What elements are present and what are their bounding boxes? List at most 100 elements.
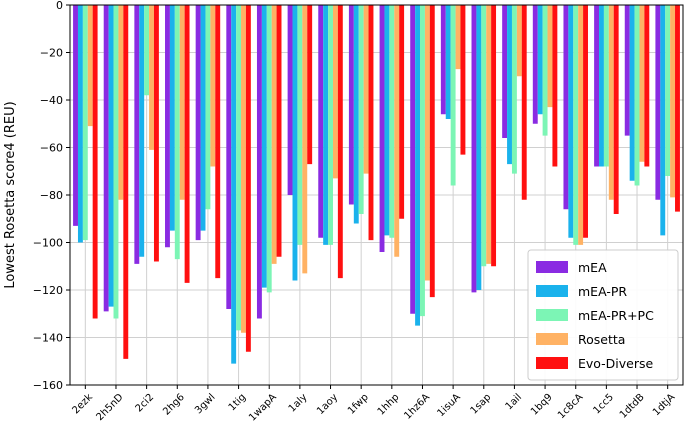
bar <box>245 5 251 352</box>
legend-swatch <box>536 309 568 321</box>
bar <box>670 5 676 198</box>
bar <box>271 5 277 264</box>
bar <box>675 5 680 212</box>
x-tick-label: 2hg6 <box>161 392 187 418</box>
bar <box>608 5 614 200</box>
bar <box>660 5 666 236</box>
bar <box>87 5 93 127</box>
bar <box>363 5 369 174</box>
y-tick-label: −120 <box>33 284 63 297</box>
bar <box>231 5 237 364</box>
bar <box>440 5 446 115</box>
legend: mEA mEA-PR mEA-PR+PC Rosetta Evo-Diverse <box>527 249 679 381</box>
bar <box>149 5 154 150</box>
bar <box>599 5 604 167</box>
bar <box>410 5 416 314</box>
bar <box>613 5 619 214</box>
bar <box>420 5 425 317</box>
bar <box>77 5 83 243</box>
bar <box>532 5 538 124</box>
y-tick-label: −160 <box>33 379 63 392</box>
bar <box>415 5 421 326</box>
y-tick-label: −140 <box>33 332 63 345</box>
y-tick-label: −60 <box>40 142 63 155</box>
x-tick-label: 1ail <box>504 392 525 413</box>
bar <box>358 5 364 214</box>
bar <box>445 5 451 119</box>
bar <box>123 5 129 359</box>
bar <box>491 5 497 267</box>
bar <box>521 5 527 200</box>
bar <box>634 5 640 186</box>
x-tick-label: 1tig <box>227 392 249 414</box>
bar <box>337 5 343 279</box>
bar <box>236 5 242 331</box>
bar <box>460 5 466 155</box>
legend-swatch <box>536 357 568 369</box>
bar <box>195 5 201 241</box>
bar <box>450 5 456 186</box>
bar <box>302 5 308 274</box>
bar <box>241 5 246 333</box>
y-axis: 0 −20 −40 −60 −80 −100 −120 −140 −160 <box>33 0 70 392</box>
bar <box>144 5 150 96</box>
bar <box>502 5 508 138</box>
bar <box>563 5 569 210</box>
bar <box>276 5 282 257</box>
bar <box>92 5 98 319</box>
legend-label: mEA <box>578 260 607 275</box>
bar <box>215 5 221 279</box>
bar <box>455 5 461 70</box>
bar <box>134 5 140 264</box>
bar <box>644 5 650 167</box>
bar <box>389 5 395 238</box>
bar <box>379 5 385 252</box>
bar <box>266 5 272 293</box>
x-tick-label: 2ezk <box>71 392 96 417</box>
bar <box>139 5 145 257</box>
legend-label: mEA-PR <box>578 284 627 299</box>
bar <box>292 5 298 281</box>
bar <box>476 5 482 290</box>
bar <box>353 5 359 224</box>
legend-swatch <box>536 261 568 273</box>
bar <box>665 5 671 176</box>
y-axis-label: Lowest Rosetta score4 (REU) <box>3 101 18 288</box>
bar <box>113 5 119 319</box>
bar <box>179 5 185 200</box>
bar <box>328 5 333 245</box>
bar <box>118 5 124 200</box>
bar <box>384 5 390 236</box>
bar <box>82 5 88 241</box>
bar <box>332 5 338 179</box>
legend-box <box>527 249 679 381</box>
bar <box>537 5 543 115</box>
bar <box>624 5 630 136</box>
bar <box>516 5 522 77</box>
bar <box>73 5 78 226</box>
bar <box>481 5 487 267</box>
bars <box>73 5 680 364</box>
x-tick-label: 3gwl <box>193 392 218 417</box>
bar <box>583 5 588 238</box>
x-tick-label: 1cc5 <box>591 392 616 417</box>
bar <box>573 5 579 245</box>
x-tick-label: 1aly <box>287 392 310 415</box>
legend-label: Evo-Diverse <box>578 356 654 371</box>
bar <box>511 5 517 174</box>
bar <box>103 5 109 312</box>
bar <box>318 5 324 238</box>
y-tick-label: −20 <box>40 47 63 60</box>
bar <box>169 5 175 231</box>
x-tick-label: 1sap <box>469 392 494 417</box>
bar <box>297 5 303 245</box>
bar <box>108 5 114 307</box>
bar <box>261 5 267 288</box>
x-tick-label: 1aoy <box>315 392 340 417</box>
legend-swatch <box>536 333 568 345</box>
y-tick-label: −80 <box>40 189 63 202</box>
x-tick-label: 1wapA <box>247 392 279 424</box>
